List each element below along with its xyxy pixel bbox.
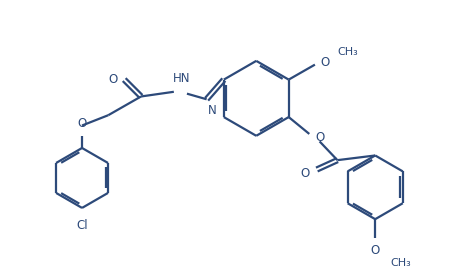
Text: O: O xyxy=(108,73,118,86)
Text: O: O xyxy=(300,167,309,180)
Text: Cl: Cl xyxy=(76,219,88,232)
Text: O: O xyxy=(371,245,380,257)
Text: O: O xyxy=(320,56,330,69)
Text: O: O xyxy=(315,131,324,144)
Text: CH₃: CH₃ xyxy=(337,46,358,57)
Text: HN: HN xyxy=(172,72,190,85)
Text: N: N xyxy=(208,104,217,117)
Text: O: O xyxy=(77,117,87,130)
Text: CH₃: CH₃ xyxy=(390,258,411,267)
